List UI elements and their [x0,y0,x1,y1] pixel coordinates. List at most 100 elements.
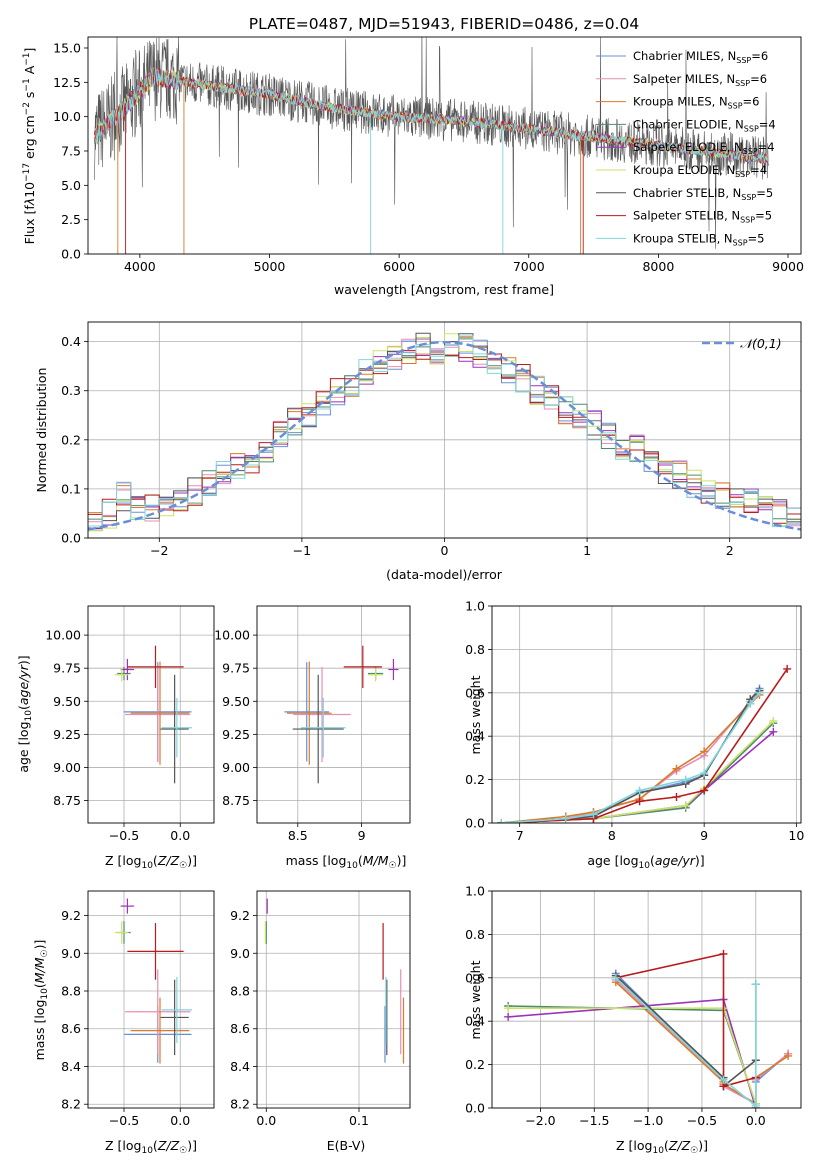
sfh_Z-ytick-label: 1.0 [465,884,485,899]
sfh_Z-series-3 [508,1005,757,1104]
mass_vs_ebv-ytick-label: 9.2 [230,908,250,923]
mass_vs_ebv-plot-area [264,898,405,1064]
sfh-Z-xlabel: Z [log10(Z/Z☉)] [616,1138,708,1156]
spectrum-ytick-label: 0.0 [61,247,81,262]
sfh_age-marker-8 [561,814,570,823]
sfh_age-series-3 [501,722,774,823]
spectrum-xtick-label: 4000 [124,259,156,274]
mass_vs_ebv-xtick-label: 0.0 [256,1113,276,1128]
age_vs_mass-ytick-label: 9.00 [222,760,250,775]
sfh_Z-series-5 [508,1007,757,1104]
residuals-xtick-label: 2 [726,543,734,558]
mass_vs_Z-xtick-label: 0.0 [170,1113,190,1128]
sfh_age-marker-2 [672,764,681,773]
sfh_Z-xtick-label: 0.0 [746,1113,766,1128]
mass-vs-ebv-xlabel: E(B-V) [327,1138,366,1153]
sfh_age-marker-2 [700,747,709,756]
spectrum-ytick-label: 7.5 [61,143,81,158]
age_vs_mass-axes: 8.5 9 8.75 9.00 9.25 9.50 9.75 10.00 [214,605,411,843]
age_vs_mass-ytick-label: 8.75 [222,793,250,808]
sfh_Z-series-2 [615,981,789,1106]
sfh_Z-xtick-label: −2.0 [525,1113,555,1128]
legend-label-3: Chabrier ELODIE, NSSP=4 [633,117,776,133]
sfh_age-ytick-label: 0.8 [465,642,485,657]
residuals-xtick-label: −2 [150,543,168,558]
sfh_age-axes: 7 8 9 10 0.0 0.2 0.4 0.6 0.8 1.0 [465,599,804,844]
age_vs_mass-xtick-label: 8.5 [288,828,308,843]
age_vs_mass-plot-area [284,645,399,784]
age_vs_mass-frame [256,605,411,824]
age_vs_Z-ytick-label: 10.00 [45,628,81,643]
sfh_age-ytick-label: 0.2 [465,772,485,787]
age_vs_mass-ytick-label: 9.50 [222,694,250,709]
legend-label-7: Salpeter STELIB, NSSP=5 [633,209,772,225]
sfh_Z-ytick-label: 0.8 [465,927,485,942]
legend-label-0: Chabrier MILES, NSSP=6 [633,49,768,65]
residuals-axes: −2 −1 0 1 2 0.0 0.1 0.2 0.3 0.4 𝒩(0,1) (data-model)… [34,321,802,582]
sfh_Z-marker-4 [504,1012,513,1021]
spectrum-line-8 [94,67,769,163]
gaussian-reference-line [88,340,801,531]
age_vs_Z-xtick-label: 0.0 [170,828,190,843]
sfh_age-series-0 [501,687,761,823]
residuals-xtick-label: −1 [293,543,311,558]
residuals-ytick-label: 0.2 [61,432,81,447]
sfh_age-xtick-label: 10 [788,828,804,843]
sfh_age-marker-8 [497,819,506,823]
sfh_Z-axes: −2.0 −1.5 −1.0 −0.5 0.0 0.0 0.2 0.4 0.6 0.8 1.0 [465,884,802,1128]
sfh_Z-xtick-label: −0.5 [687,1113,717,1128]
spectrum-ylabel: Flux [fλ10−17 erg cm−2 s−1 A−1] [22,48,37,245]
sfh_age-marker-8 [681,775,690,784]
sfh_age-series-7 [501,668,788,823]
sfh_Z-plot-area [504,949,793,1108]
age-vs-Z-xlabel: Z [log10(Z/Z☉)] [105,853,197,871]
sfh_Z-marker-7 [719,949,728,958]
age_vs_Z-xtick-label: −0.5 [109,828,139,843]
age_vs_mass-xtick-label: 9 [358,828,366,843]
sfh_age-ytick-label: 0.6 [465,685,485,700]
spectrum-plot-area [94,37,769,254]
mass-vs-Z-ylabel: mass [log10(M/M☉)] [32,940,50,1061]
sfh_age-ytick-label: 0.0 [465,816,485,831]
mass_vs_Z-ytick-label: 8.2 [61,1097,81,1112]
age_vs_Z-ytick-label: 9.25 [53,727,81,742]
spectrum-ytick-label: 12.5 [53,75,81,90]
mass_vs_ebv-frame [256,890,411,1109]
sfh_Z-marker-8 [751,1101,760,1108]
spectrum-xtick-label: 8000 [642,259,674,274]
sfh_age-marker-8 [635,786,644,795]
mass_vs_Z-ytick-label: 8.8 [61,984,81,999]
sfh_Z-ytick-label: 0.6 [465,970,485,985]
sfh_Z-series-7 [615,952,757,1088]
sfh_age-marker-7 [672,792,681,801]
age_vs_mass-ytick-label: 9.75 [222,661,250,676]
sfh-Z-ylabel: mass weight [468,960,483,1039]
residuals-xtick-label: 1 [583,543,591,558]
mass_vs_ebv-ytick-label: 8.6 [230,1021,250,1036]
sfh_age-marker-8 [755,688,764,697]
spectrum-xtick-label: 7000 [513,259,545,274]
age-vs-mass-xlabel: mass [log10(M/M☉)] [286,853,407,871]
sfh_Z-xtick-label: −1.0 [633,1113,663,1128]
sfh_Z-series-6 [615,975,757,1088]
sfh_Z-series-8 [615,977,757,1108]
sfh_age-ytick-label: 1.0 [465,599,485,614]
legend-label-4: Salpeter ELODIE, NSSP=4 [633,140,775,156]
residuals-plot-area [88,332,801,532]
age-vs-Z-ylabel: age [log10(age/yr)] [16,655,34,772]
sfh_age-marker-4 [769,727,778,736]
mass_vs_ebv-ytick-label: 8.4 [230,1059,250,1074]
spectrum-frame [87,36,802,255]
residuals-xtick-label: 0 [441,543,449,558]
residuals-ytick-label: 0.1 [61,481,81,496]
sfh_age-marker-5 [681,801,690,810]
sfh_age-series-2 [501,694,761,823]
residuals-ytick-label: 0.3 [61,383,81,398]
sfh_age-series-6 [501,690,761,823]
sfh_age-plot-area [497,664,792,823]
residuals-ytick-label: 0.4 [61,334,81,349]
sfh_age-series-4 [501,731,774,823]
spectrum-xtick-label: 5000 [254,259,286,274]
mass_vs_Z-xtick-label: −0.5 [109,1113,139,1128]
mass_vs_ebv-ytick-label: 8.2 [230,1097,250,1112]
